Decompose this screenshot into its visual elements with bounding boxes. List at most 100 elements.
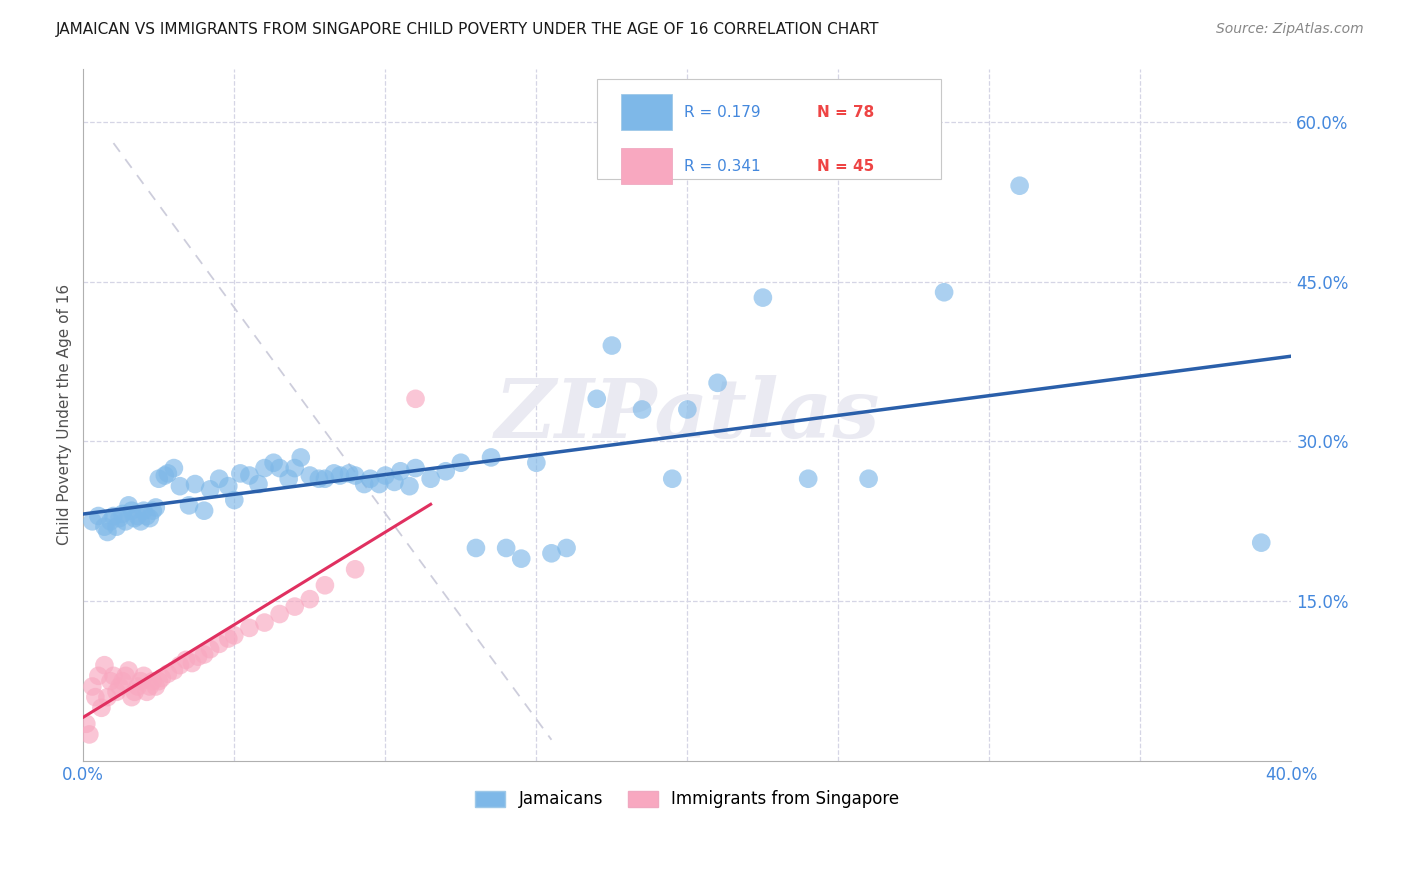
- Point: [198, 483, 221, 497]
- Point: [87, 669, 110, 683]
- Point: [103, 669, 125, 683]
- Point: [139, 680, 162, 694]
- Point: [368, 477, 391, 491]
- FancyBboxPatch shape: [621, 95, 672, 130]
- Point: [111, 507, 134, 521]
- Point: [108, 680, 131, 694]
- Point: [127, 508, 149, 523]
- Point: [337, 467, 360, 481]
- Point: [132, 669, 155, 683]
- Point: [156, 467, 179, 481]
- Point: [142, 674, 165, 689]
- Point: [298, 468, 321, 483]
- Point: [75, 716, 97, 731]
- Point: [193, 648, 215, 662]
- Point: [374, 468, 396, 483]
- Point: [208, 637, 231, 651]
- Point: [359, 472, 381, 486]
- Point: [224, 493, 246, 508]
- Point: [208, 472, 231, 486]
- Point: [82, 514, 104, 528]
- Text: JAMAICAN VS IMMIGRANTS FROM SINGAPORE CHILD POVERTY UNDER THE AGE OF 16 CORRELAT: JAMAICAN VS IMMIGRANTS FROM SINGAPORE CH…: [56, 22, 880, 37]
- Point: [114, 514, 136, 528]
- Point: [150, 671, 173, 685]
- Point: [323, 467, 346, 481]
- Point: [169, 658, 191, 673]
- Legend: Jamaicans, Immigrants from Singapore: Jamaicans, Immigrants from Singapore: [468, 784, 907, 815]
- Point: [284, 599, 307, 614]
- Point: [169, 479, 191, 493]
- Point: [329, 468, 352, 483]
- Point: [284, 461, 307, 475]
- Point: [263, 456, 285, 470]
- Point: [163, 461, 186, 475]
- Point: [269, 461, 291, 475]
- Point: [79, 727, 101, 741]
- Point: [419, 472, 441, 486]
- Point: [111, 674, 134, 689]
- Point: [247, 477, 270, 491]
- Point: [105, 519, 128, 533]
- Text: N = 78: N = 78: [817, 104, 875, 120]
- Point: [100, 514, 122, 528]
- Point: [797, 472, 820, 486]
- Text: Source: ZipAtlas.com: Source: ZipAtlas.com: [1216, 22, 1364, 37]
- FancyBboxPatch shape: [596, 78, 941, 179]
- Text: R = 0.179: R = 0.179: [683, 104, 761, 120]
- Point: [174, 653, 197, 667]
- Point: [585, 392, 607, 406]
- Point: [238, 621, 260, 635]
- Point: [1250, 535, 1272, 549]
- Point: [148, 674, 170, 689]
- Point: [752, 291, 775, 305]
- Point: [298, 592, 321, 607]
- Point: [384, 475, 406, 489]
- Point: [90, 701, 112, 715]
- Point: [124, 511, 146, 525]
- Point: [524, 456, 547, 470]
- Point: [405, 461, 427, 475]
- Point: [121, 504, 143, 518]
- Point: [117, 664, 139, 678]
- Point: [127, 680, 149, 694]
- Point: [858, 472, 880, 486]
- Point: [132, 504, 155, 518]
- Point: [405, 392, 427, 406]
- Point: [114, 669, 136, 683]
- Point: [139, 511, 162, 525]
- Point: [631, 402, 654, 417]
- Y-axis label: Child Poverty Under the Age of 16: Child Poverty Under the Age of 16: [58, 285, 72, 545]
- Point: [82, 680, 104, 694]
- Point: [142, 504, 165, 518]
- Point: [181, 656, 204, 670]
- Point: [510, 551, 533, 566]
- Point: [108, 511, 131, 525]
- Point: [661, 472, 683, 486]
- FancyBboxPatch shape: [621, 148, 672, 184]
- Point: [117, 499, 139, 513]
- Point: [238, 468, 260, 483]
- Point: [253, 461, 276, 475]
- Point: [187, 649, 209, 664]
- Point: [353, 477, 375, 491]
- Point: [290, 450, 312, 465]
- Point: [121, 690, 143, 705]
- Point: [105, 685, 128, 699]
- Point: [495, 541, 517, 555]
- Point: [217, 479, 239, 493]
- Point: [100, 674, 122, 689]
- Point: [308, 472, 330, 486]
- Point: [148, 472, 170, 486]
- Point: [87, 508, 110, 523]
- Point: [96, 690, 118, 705]
- Point: [932, 285, 955, 300]
- Point: [1008, 178, 1031, 193]
- Point: [224, 628, 246, 642]
- Point: [398, 479, 420, 493]
- Point: [229, 467, 252, 481]
- Point: [124, 685, 146, 699]
- Point: [145, 500, 167, 515]
- Point: [540, 546, 562, 560]
- Point: [344, 562, 367, 576]
- Point: [253, 615, 276, 630]
